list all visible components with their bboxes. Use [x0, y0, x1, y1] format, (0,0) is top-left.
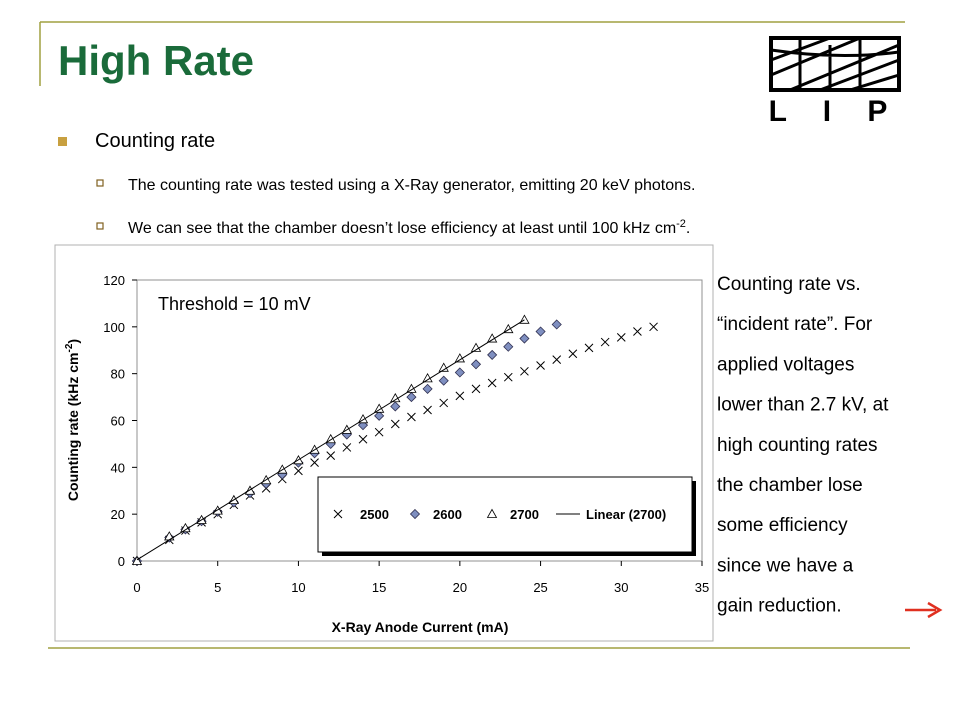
slide-title: High Rate: [58, 37, 254, 84]
triangle-marker: [438, 362, 449, 372]
text-run: The counting rate was tested using a X-R…: [128, 177, 695, 194]
caption-line: the chamber lose: [717, 475, 863, 496]
caption-line: lower than 2.7 kV, at: [717, 395, 889, 416]
x-marker: [407, 412, 416, 422]
text-run: We can see that the chamber doesn’t lose…: [128, 220, 676, 237]
superscript: -2: [64, 343, 75, 352]
bullet: [58, 137, 67, 146]
x-tick-label: 5: [214, 580, 221, 595]
legend: [317, 476, 693, 553]
x-marker: [536, 361, 545, 370]
caption-line: applied voltages: [717, 354, 854, 375]
x-marker: [455, 391, 465, 401]
annotation: Threshold = 10 mV: [158, 294, 311, 314]
legend-label: 2700: [510, 507, 539, 522]
x-tick-label: 30: [614, 580, 628, 595]
logo-text: L I P: [769, 95, 902, 128]
y-axis-label: Counting rate (kHz cm-2): [64, 339, 81, 501]
x-marker: [616, 333, 626, 342]
y-tick-label: 40: [111, 460, 125, 475]
legend-label: Linear (2700): [586, 507, 666, 522]
triangle-marker: [180, 522, 191, 533]
x-marker: [568, 349, 578, 359]
bullet-text: Counting rate: [95, 130, 215, 152]
next-arrow: [905, 601, 943, 619]
trend-line: [136, 319, 525, 561]
caption-line: some efficiency: [717, 515, 848, 536]
caption-line: since we have a: [717, 555, 854, 576]
x-marker: [552, 355, 562, 364]
x-tick-label: 20: [453, 580, 467, 595]
diamond-marker: [422, 383, 433, 394]
x-axis-label: X-Ray Anode Current (mA): [332, 619, 509, 635]
x-tick-label: 10: [291, 580, 305, 595]
legend-label: 2600: [433, 507, 462, 522]
sub-bullet: [96, 179, 104, 187]
diamond-marker: [470, 359, 482, 370]
caption-line: gain reduction.: [717, 596, 842, 617]
x-marker: [390, 419, 400, 429]
text-run: Counting rate (kHz cm: [65, 353, 81, 502]
diamond-marker: [535, 326, 546, 337]
y-tick-label: 100: [103, 320, 125, 335]
x-marker: [600, 337, 610, 347]
x-marker: [358, 434, 368, 444]
x-tick-label: 25: [533, 580, 547, 595]
logo-lines: [770, 36, 900, 92]
x-tick-label: 35: [695, 580, 709, 595]
x-marker: [487, 378, 497, 388]
diamond-marker: [438, 375, 449, 386]
x-marker: [520, 366, 529, 376]
diamond-marker: [454, 367, 465, 378]
diamond-marker: [551, 319, 562, 330]
x-marker: [633, 327, 642, 336]
x-marker: [342, 443, 352, 452]
sub-bullet-text: We can see that the chamber doesn’t lose…: [128, 218, 690, 237]
x-marker: [326, 451, 336, 460]
diamond-marker: [503, 341, 514, 352]
y-tick-label: 60: [111, 414, 125, 429]
logo: L I P: [769, 36, 902, 128]
x-tick-label: 0: [133, 580, 140, 595]
x-marker: [439, 398, 449, 408]
triangle-marker: [390, 392, 401, 403]
caption-line: Counting rate vs.: [717, 274, 861, 295]
x-marker: [374, 427, 384, 437]
x-marker: [649, 322, 658, 332]
legend-marker: [486, 508, 498, 518]
x-marker: [584, 343, 594, 353]
diamond-marker: [487, 349, 498, 360]
caption-line: high counting rates: [717, 435, 878, 456]
legend-marker: [333, 509, 343, 519]
sub-bullet: [96, 222, 104, 230]
sub-bullet-text: The counting rate was tested using a X-R…: [128, 177, 695, 194]
y-tick-label: 20: [111, 507, 125, 522]
caption-line: “incident rate”. For: [717, 314, 873, 335]
triangle-marker: [131, 555, 143, 565]
y-tick-label: 120: [103, 273, 125, 288]
diamond-marker: [406, 392, 417, 403]
x-marker: [310, 458, 319, 468]
x-marker: [423, 405, 432, 415]
text-run: ): [65, 339, 81, 344]
x-marker: [471, 384, 481, 394]
diamond-marker: [390, 401, 401, 412]
legend-label: 2500: [360, 507, 389, 522]
diamond-marker: [374, 410, 385, 421]
x-marker: [503, 372, 513, 382]
text-run: .: [686, 220, 690, 237]
y-tick-label: 0: [118, 554, 125, 569]
diamond-marker: [519, 333, 530, 344]
x-tick-label: 15: [372, 580, 386, 595]
y-tick-label: 80: [111, 367, 125, 382]
triangle-marker: [470, 342, 482, 352]
legend-marker: [409, 508, 421, 520]
superscript: -2: [676, 218, 686, 230]
x-marker: [294, 466, 303, 476]
